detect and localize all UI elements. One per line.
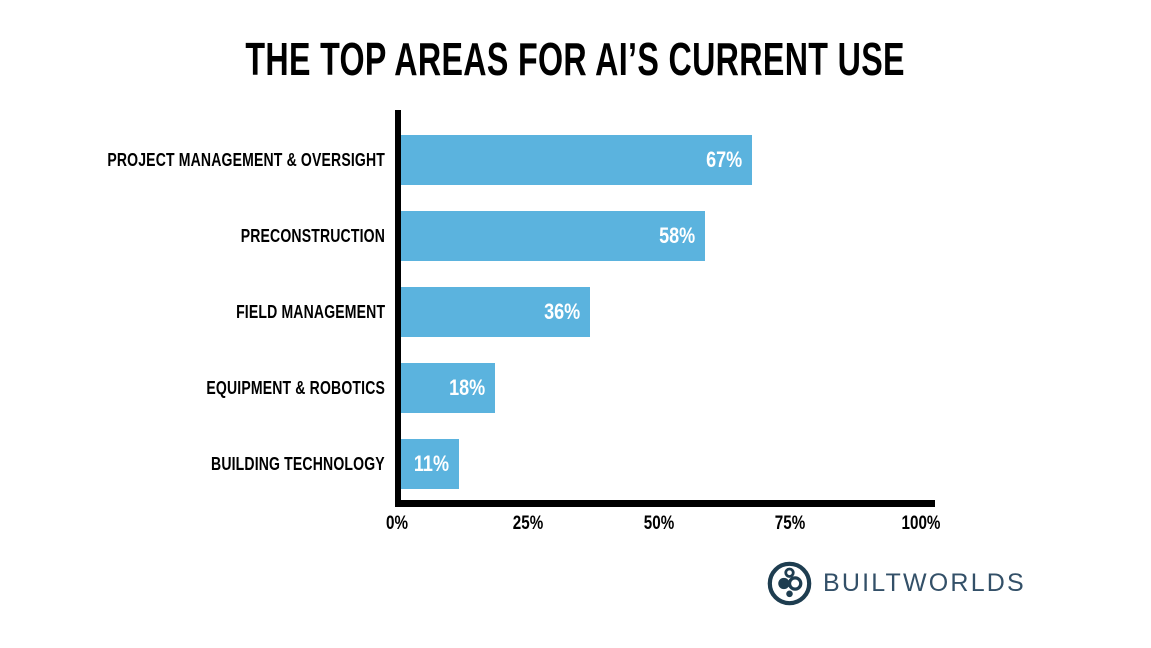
category-label-text: EQUIPMENT & ROBOTICS (206, 377, 385, 398)
bar: 58% (401, 211, 705, 261)
x-axis-ticks: 0% 25% 50% 75% 100% (386, 513, 940, 537)
category-label: FIELD MANAGEMENT (100, 287, 385, 337)
x-axis-tick-label: 75% (774, 513, 806, 534)
bar-value-label: 18% (449, 375, 486, 400)
category-label: BUILDING TECHNOLOGY (100, 439, 385, 489)
x-axis-line (395, 500, 935, 507)
category-label-text: FIELD MANAGEMENT (235, 301, 385, 322)
category-label-text: PROJECT MANAGEMENT & OVERSIGHT (107, 149, 385, 170)
x-axis-tick-label: 0% (386, 513, 408, 534)
y-axis-line (395, 110, 401, 507)
builtworlds-logo: BUILTWORLDS (767, 561, 1026, 606)
category-label: EQUIPMENT & ROBOTICS (100, 363, 385, 413)
x-axis-tick-label: 100% (901, 513, 941, 534)
bar: 36% (401, 287, 590, 337)
x-axis-tick-label: 25% (512, 513, 544, 534)
builtworlds-circles-icon (767, 561, 812, 606)
chart-title: THE TOP AREAS FOR AI’S CURRENT USE (0, 36, 1151, 82)
chart-title-text: THE TOP AREAS FOR AI’S CURRENT USE (245, 33, 906, 85)
category-label: PROJECT MANAGEMENT & OVERSIGHT (100, 135, 385, 185)
x-axis-tick-label: 50% (643, 513, 675, 534)
bar: 18% (401, 363, 496, 413)
bar-value-label: 58% (658, 223, 696, 248)
bar-value-label: 11% (413, 451, 449, 476)
bar: 67% (401, 135, 753, 185)
bar-value-label: 36% (543, 299, 580, 324)
builtworlds-logo-text: BUILTWORLDS (823, 569, 1026, 597)
plot-area: 67% 58% 36% 18% 11% (401, 110, 925, 500)
bar: 11% (401, 439, 459, 489)
category-label-text: BUILDING TECHNOLOGY (211, 453, 385, 474)
category-label-text: PRECONSTRUCTION (240, 225, 385, 246)
category-label: PRECONSTRUCTION (100, 211, 385, 261)
bar-value-label: 67% (706, 147, 743, 172)
